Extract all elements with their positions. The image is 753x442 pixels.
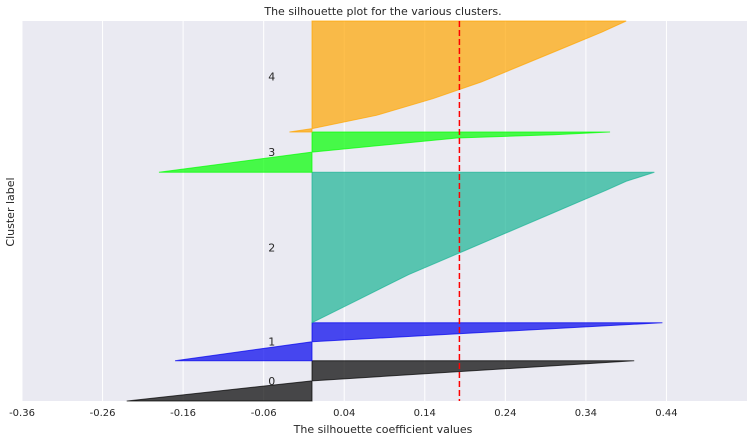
cluster-labels: 0 1 2 3 4 bbox=[268, 70, 275, 387]
x-tick-label: 0.24 bbox=[494, 408, 516, 419]
cluster-2-area bbox=[311, 171, 655, 324]
x-tick-label: 0.04 bbox=[333, 408, 355, 419]
x-tick-label: 0.34 bbox=[575, 408, 597, 419]
x-tick-label: -0.36 bbox=[9, 408, 35, 419]
y-axis-title: Cluster label bbox=[4, 177, 17, 246]
x-tick-label: 0.44 bbox=[655, 408, 677, 419]
cluster-4-area bbox=[289, 20, 627, 133]
chart-title: The silhouette plot for the various clus… bbox=[263, 5, 501, 18]
cluster-1-area bbox=[174, 322, 663, 362]
cluster-areas bbox=[126, 20, 663, 402]
x-tick-label: -0.16 bbox=[170, 408, 196, 419]
cluster-label: 1 bbox=[268, 336, 275, 349]
cluster-label: 4 bbox=[268, 70, 275, 83]
x-tick-label: 0.14 bbox=[414, 408, 436, 419]
cluster-label: 3 bbox=[268, 146, 275, 159]
x-tick-label: -0.06 bbox=[251, 408, 277, 419]
cluster-label: 0 bbox=[268, 375, 275, 388]
cluster-3-area bbox=[158, 131, 611, 173]
x-tick-labels: -0.36 -0.26 -0.16 -0.06 0.04 0.14 0.24 0.34 0.44 bbox=[9, 408, 678, 419]
cluster-0-area bbox=[126, 360, 635, 402]
x-tick-label: -0.26 bbox=[90, 408, 116, 419]
cluster-label: 2 bbox=[268, 241, 275, 254]
x-axis-title: The silhouette coefficient values bbox=[293, 423, 473, 436]
